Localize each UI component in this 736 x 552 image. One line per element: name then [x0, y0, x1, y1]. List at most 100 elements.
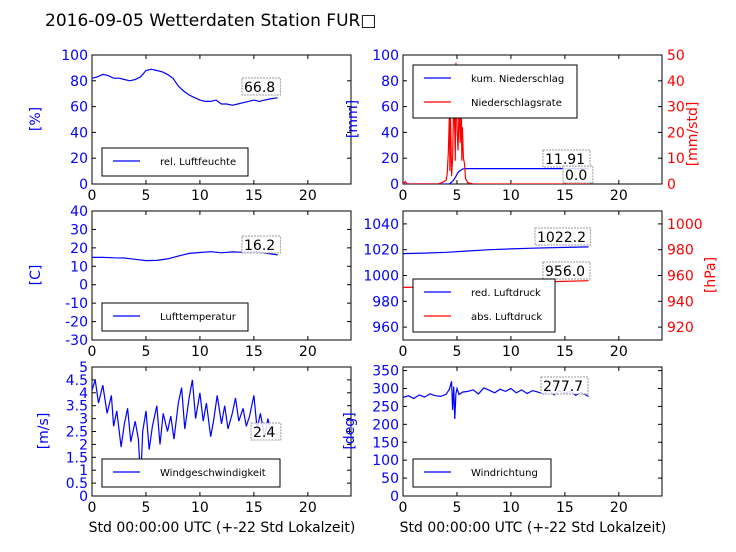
y-tick-label: 100	[61, 48, 88, 64]
legend: red. Luftdruck abs. Luftdruck	[412, 278, 556, 333]
x-tick-label: 5	[452, 188, 461, 204]
legend: Windgeschwindigkeit	[101, 458, 281, 488]
x-tick-label: 5	[452, 500, 461, 516]
legend-label: red. Luftdruck	[471, 288, 541, 299]
y-axis-label: [mm]	[345, 100, 361, 138]
y2-tick-label: 980	[667, 243, 694, 259]
x-tick-label: 15	[556, 344, 574, 360]
value-readout: 277.7	[543, 379, 583, 395]
value-readout: 956.0	[545, 264, 585, 280]
y-tick-label: 0	[79, 278, 88, 294]
value-readout-box	[562, 165, 594, 184]
y-tick-label: 0	[79, 177, 88, 193]
legend-label: Lufttemperatur	[160, 312, 237, 323]
y2-tick-label: 20	[667, 125, 685, 141]
value-readout-box	[540, 376, 589, 395]
x-axis-label-right: Std 00:00:00 UTC (+-22 Std Lokalzeit)	[400, 520, 667, 536]
y-tick-label: 0	[390, 489, 399, 505]
y2-tick-label: 0	[667, 177, 676, 193]
y-tick-label: -20	[65, 315, 88, 331]
y-tick-label: 300	[372, 382, 399, 398]
x-tick-label: 10	[191, 188, 209, 204]
y2-tick-label: 940	[667, 294, 694, 310]
series-line-windgeschwindigkeit	[92, 379, 278, 481]
x-tick-label: 0	[88, 188, 97, 204]
y2-tick-label: 920	[667, 320, 694, 336]
y-tick-label: 4	[79, 386, 88, 402]
legend-box	[412, 458, 552, 488]
panel-precipitation: 0 5 10 15 20 0 20 40 60 80 100 0 10 20 30 40 50 [mm] [mm/s…	[345, 48, 701, 204]
x-tick-label: 5	[452, 344, 461, 360]
y-tick-label: 80	[70, 74, 88, 90]
y-tick-label: -10	[65, 296, 88, 312]
x-axis-label-left: Std 00:00:00 UTC (+-22 Std Lokalzeit)	[89, 520, 356, 536]
y2-axis-label: [mm/std]	[685, 102, 701, 167]
y-tick-label: 20	[381, 151, 399, 167]
panel-pressure: 0 5 10 15 20 960 980 1000 1020 1040 920 940 960 980 10…	[363, 210, 719, 360]
legend-label: abs. Luftdruck	[471, 312, 542, 323]
y-tick-label: 1040	[363, 217, 399, 233]
x-tick-label: 20	[299, 500, 317, 516]
y2-tick-label: 40	[667, 74, 685, 90]
y-tick-label: 2.5	[66, 425, 88, 441]
y-tick-label: 0	[390, 177, 399, 193]
y2-tick-label: 10	[667, 151, 685, 167]
x-tick-label: 10	[191, 344, 209, 360]
x-tick-label: 0	[88, 344, 97, 360]
y-tick-label: 250	[372, 399, 399, 415]
legend-label: Windgeschwindigkeit	[160, 468, 266, 479]
value-readout-box	[241, 235, 281, 254]
y-tick-label: 150	[372, 435, 399, 451]
x-tick-label: 0	[399, 500, 408, 516]
y-tick-label: 0.5	[66, 476, 88, 492]
legend-label: Niederschlagsrate	[471, 98, 562, 109]
y-tick-label: 3.5	[66, 399, 88, 415]
y-tick-label: 5	[79, 360, 88, 376]
y-tick-label: 10	[70, 259, 88, 275]
x-tick-label: 15	[556, 188, 574, 204]
y-tick-label: 1.5	[66, 450, 88, 466]
legend-box	[412, 278, 556, 333]
x-tick-label: 20	[610, 500, 628, 516]
panel-winddirection: 0 5 10 15 20050100150200250300350[deg]277.7W…	[342, 364, 663, 516]
y-tick-label: 40	[70, 204, 88, 220]
y-tick-label: 20	[70, 151, 88, 167]
value-readout: 16.2	[244, 238, 275, 254]
page-title: 2016-09-05 Wetterdaten Station FUR□	[45, 11, 376, 31]
y-tick-label: -30	[65, 333, 88, 349]
y-tick-label: 40	[381, 125, 399, 141]
y-tick-label: 4.5	[66, 373, 88, 389]
value-readout: 11.91	[545, 152, 585, 168]
y-tick-label: 1	[79, 463, 88, 479]
y-tick-label: 3	[79, 412, 88, 428]
value-readout: 1022.2	[537, 230, 586, 246]
y2-tick-label: 960	[667, 269, 694, 285]
x-tick-label: 20	[610, 188, 628, 204]
panel-temperature: 0 5 10 15 20 -30 -20 -10 0 10 20 30 40 [C] 16.2 Lufttem…	[28, 204, 352, 360]
y-tick-label: 350	[372, 364, 399, 380]
y-axis-label: [deg]	[342, 412, 358, 449]
y-tick-label: 2	[79, 437, 88, 453]
y-axis-label: [m/s]	[36, 413, 52, 450]
x-tick-label: 20	[610, 344, 628, 360]
y-tick-label: 20	[70, 241, 88, 257]
value-readout: 0.0	[565, 168, 587, 184]
y-axis-label: [%]	[28, 107, 44, 131]
x-tick-label: 10	[502, 188, 520, 204]
legend-label: rel. Luftfeuchte	[160, 157, 236, 168]
y2-axis-label: [hPa]	[703, 257, 719, 293]
y-tick-label: 60	[70, 100, 88, 116]
legend-label: Windrichtung	[471, 468, 538, 479]
legend-box	[101, 302, 249, 332]
value-readout-box	[241, 77, 281, 96]
x-tick-label: 15	[245, 344, 263, 360]
y-tick-label: 40	[70, 125, 88, 141]
legend-box	[412, 64, 578, 119]
x-tick-label: 5	[141, 344, 150, 360]
x-tick-label: 5	[141, 188, 150, 204]
y-axis-label: [C]	[28, 265, 44, 286]
y-tick-label: 1020	[363, 243, 399, 259]
x-tick-label: 20	[299, 344, 317, 360]
